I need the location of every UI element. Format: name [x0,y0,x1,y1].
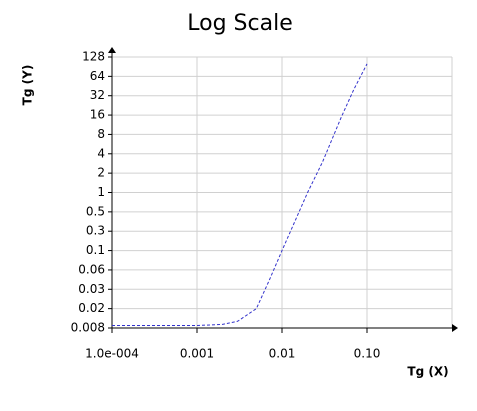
chart-title: Log Scale [187,11,292,36]
x-tick-label: 1.0e-004 [85,347,139,361]
y-tick-label: 0.1 [86,243,105,257]
y-tick-label: 1 [97,185,105,199]
y-tick-label: 0.3 [86,224,105,238]
y-tick-label: 0.02 [78,301,105,315]
y-tick-label: 0.5 [86,204,105,218]
x-tick-label: 0.10 [354,347,381,361]
x-axis-label: Tg (X) [407,365,448,379]
y-tick-label: 2 [97,166,105,180]
y-tick-label: 16 [90,108,105,122]
y-axis-label: Tg (Y) [21,65,35,106]
x-tick-label: 0.001 [180,347,214,361]
y-tick-label: 32 [90,88,105,102]
y-tick-label: 64 [90,69,105,83]
y-tick-label: 128 [82,50,105,64]
y-tick-label: 4 [97,146,105,160]
y-tick-label: 0.008 [71,321,105,335]
x-arrow [452,324,458,332]
y-tick-label: 0.03 [78,282,105,296]
x-tick-label: 0.01 [269,347,296,361]
y-arrow [108,47,116,53]
y-tick-label: 8 [97,127,105,141]
line-series [112,63,368,326]
y-tick-label: 0.06 [78,262,105,276]
